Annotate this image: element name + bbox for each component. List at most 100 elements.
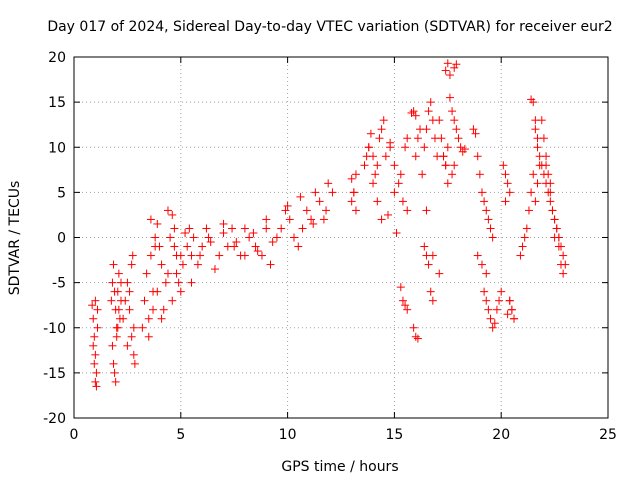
data-point	[232, 238, 241, 247]
data-point	[559, 269, 568, 278]
data-point	[443, 143, 452, 152]
data-point	[552, 224, 561, 233]
data-point	[428, 296, 437, 305]
data-point	[394, 179, 403, 188]
data-point	[324, 179, 333, 188]
data-point	[89, 341, 98, 350]
data-point	[396, 170, 405, 179]
data-point	[90, 359, 99, 368]
x-tick-label: 15	[385, 427, 403, 443]
data-point	[369, 152, 378, 161]
data-points	[88, 59, 570, 391]
x-tick-label: 0	[70, 427, 79, 443]
data-point	[176, 251, 185, 260]
chart-title: Day 017 of 2024, Sidereal Day-to-day VTE…	[47, 19, 612, 35]
data-point	[398, 296, 407, 305]
data-point	[189, 233, 198, 242]
data-point	[198, 242, 207, 251]
data-point	[437, 134, 446, 143]
data-point	[420, 242, 429, 251]
data-point	[166, 233, 175, 242]
data-point	[420, 143, 429, 152]
data-point	[531, 125, 540, 134]
data-point	[140, 296, 149, 305]
y-axis-label: SDTVAR / TECUs	[7, 181, 23, 296]
data-point	[151, 242, 160, 251]
data-point	[92, 382, 101, 391]
data-point	[93, 323, 102, 332]
data-point	[193, 260, 202, 269]
data-point	[146, 215, 155, 224]
data-point	[473, 152, 482, 161]
data-point	[441, 161, 450, 170]
data-point	[109, 260, 118, 269]
data-point	[296, 192, 305, 201]
data-point	[477, 260, 486, 269]
data-point	[377, 125, 386, 134]
data-point	[183, 242, 192, 251]
data-point	[490, 319, 499, 328]
x-tick-label: 20	[492, 427, 510, 443]
data-point	[484, 215, 493, 224]
data-point	[477, 188, 486, 197]
data-point	[364, 143, 373, 152]
data-point	[475, 170, 484, 179]
data-point	[371, 170, 380, 179]
data-point	[257, 251, 266, 260]
data-point	[366, 129, 375, 138]
data-point	[505, 188, 514, 197]
data-point	[112, 332, 121, 341]
data-point	[187, 251, 196, 260]
data-point	[149, 305, 158, 314]
data-point	[435, 269, 444, 278]
data-point	[245, 233, 254, 242]
data-point	[554, 242, 563, 251]
data-point	[488, 323, 497, 332]
axis-ticks: 0 5 10 15 20 25 -20 -15 -10 -5 0 5 10 15 20	[43, 50, 617, 443]
data-point	[426, 98, 435, 107]
data-point	[418, 170, 427, 179]
data-point	[360, 161, 369, 170]
data-point	[168, 210, 177, 219]
data-point	[527, 188, 536, 197]
data-point	[88, 301, 97, 310]
data-point	[554, 233, 563, 242]
data-point	[413, 134, 422, 143]
data-point	[373, 161, 382, 170]
data-point	[501, 170, 510, 179]
data-point	[469, 125, 478, 134]
data-point	[471, 129, 480, 138]
data-point	[285, 215, 294, 224]
data-point	[347, 174, 356, 183]
data-point	[91, 350, 100, 359]
data-point	[210, 265, 219, 274]
data-point	[529, 98, 538, 107]
data-point	[109, 359, 118, 368]
data-point	[277, 224, 286, 233]
data-point	[411, 152, 420, 161]
y-tick-label: 15	[48, 95, 66, 111]
data-point	[130, 359, 139, 368]
data-point	[396, 283, 405, 292]
data-point	[113, 287, 122, 296]
x-tick-label: 25	[599, 427, 617, 443]
data-point	[90, 332, 99, 341]
data-point	[349, 188, 358, 197]
data-point	[328, 188, 337, 197]
data-point	[480, 197, 489, 206]
data-point	[548, 206, 557, 215]
data-point	[529, 170, 538, 179]
data-point	[204, 233, 213, 242]
data-point	[114, 269, 123, 278]
data-point	[413, 334, 422, 343]
data-point	[111, 377, 120, 386]
data-point	[157, 260, 166, 269]
data-point	[390, 161, 399, 170]
data-point	[450, 116, 459, 125]
data-point	[253, 247, 262, 256]
data-point	[390, 188, 399, 197]
data-point	[369, 179, 378, 188]
data-point	[492, 305, 501, 314]
data-point	[161, 278, 170, 287]
data-point	[435, 116, 444, 125]
